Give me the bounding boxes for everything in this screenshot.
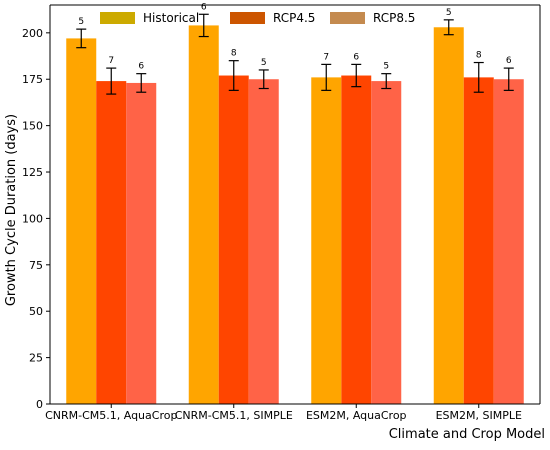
rcp4-5-data-label: 8 xyxy=(476,51,482,61)
legend-swatch xyxy=(100,12,135,24)
rcp8-5-bar xyxy=(371,81,402,404)
y-tick-label: 25 xyxy=(29,352,43,365)
historical-bar xyxy=(188,25,219,405)
rcp4-5-bar xyxy=(218,75,249,404)
x-tick-label: ESM2M, SIMPLE xyxy=(436,409,522,422)
historical-data-label: 5 xyxy=(446,8,452,18)
y-tick-label: 100 xyxy=(22,212,43,225)
rcp4-5-data-label: 8 xyxy=(231,49,237,59)
y-tick-label: 0 xyxy=(36,398,43,411)
rcp4-5-bar xyxy=(96,81,127,404)
rcp8-5-bar xyxy=(126,82,157,404)
y-tick-label: 175 xyxy=(22,73,43,86)
rcp4-5-data-label: 7 xyxy=(108,56,114,66)
historical-bar xyxy=(66,38,97,404)
y-tick-label: 75 xyxy=(29,259,43,272)
rcp8-5-data-label: 5 xyxy=(261,58,267,68)
rcp8-5-data-label: 6 xyxy=(506,56,512,66)
legend: Historical RCP4.5 RCP8.5 xyxy=(100,11,415,25)
plot-area: 5 6 5 7 8 6 8 6 5 5 6 7 xyxy=(66,2,524,405)
y-axis-label: Growth Cycle Duration (days) xyxy=(4,114,19,306)
legend-label: Historical xyxy=(143,11,199,25)
rcp4-5-bar xyxy=(341,75,372,404)
historical-bar xyxy=(433,27,464,404)
legend-label: RCP4.5 xyxy=(273,11,315,25)
extra-bar xyxy=(311,77,342,405)
historical-data-label: 6 xyxy=(201,2,207,12)
y-tick-label: 125 xyxy=(22,166,43,179)
y-tick-label: 50 xyxy=(29,305,43,318)
rcp8-5-data-label: 6 xyxy=(138,62,144,72)
rcp8-5-bar xyxy=(248,79,279,405)
y-tick-label: 200 xyxy=(22,27,43,40)
x-tick-label: CNRM-CM5.1, AquaCrop xyxy=(45,409,177,422)
x-axis-label: Climate and Crop Model xyxy=(389,427,545,442)
rcp4-5-data-label: 6 xyxy=(353,52,359,62)
y-tick-label: 150 xyxy=(22,120,43,133)
legend-swatch xyxy=(230,12,265,24)
historical-data-label: 5 xyxy=(78,17,84,27)
extra-data-label: 7 xyxy=(323,52,329,62)
rcp8-5-bar xyxy=(493,79,524,405)
legend-label: RCP8.5 xyxy=(373,11,415,25)
x-tick-label: CNRM-CM5.1, SIMPLE xyxy=(175,409,293,422)
x-tick-label: ESM2M, AquaCrop xyxy=(306,409,407,422)
rcp8-5-data-label: 5 xyxy=(383,62,389,72)
legend-swatch xyxy=(330,12,365,24)
rcp4-5-bar xyxy=(463,77,494,405)
